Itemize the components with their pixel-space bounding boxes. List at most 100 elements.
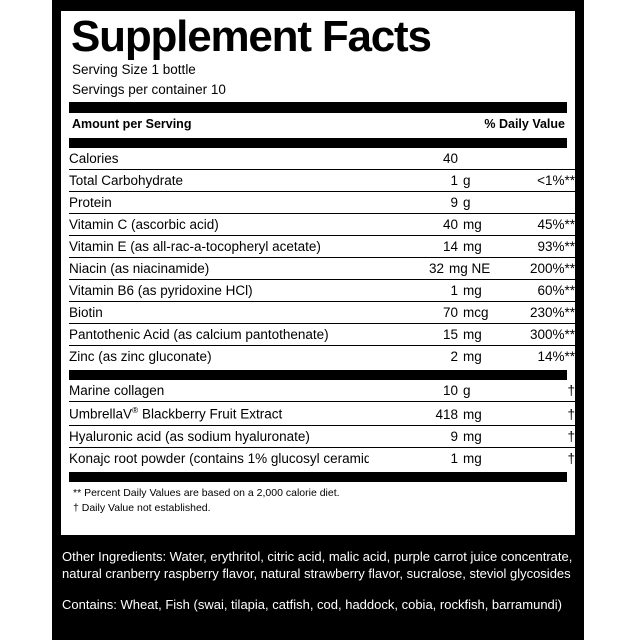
amount-unit: mg <box>463 406 482 422</box>
table-row: Calories 40 <box>69 148 575 171</box>
footnote-dagger: † Daily Value not established. <box>73 501 211 514</box>
daily-value: <1%** <box>501 169 575 193</box>
bottom-text-block: Other Ingredients: Water, erythritol, ci… <box>62 548 574 613</box>
blend-table: Marine collagen 10 g † UmbrellaV® Blackberry… <box>69 380 575 469</box>
daily-value: † <box>501 401 575 426</box>
nutrient-name: Vitamin C (ascorbic acid) <box>69 213 369 237</box>
table-row: UmbrellaV® Blackberry Fruit Extract 418 mg… <box>69 401 575 426</box>
amount-value: 10 <box>442 383 458 399</box>
blend-table-body: Marine collagen 10 g † UmbrellaV® Blackberry… <box>69 380 575 469</box>
divider-bar-top <box>69 102 567 114</box>
nutrient-name: Biotin <box>69 301 369 325</box>
daily-value: † <box>501 380 575 403</box>
table-row: Vitamin E (as all-rac-a-tocopheryl aceta… <box>69 235 575 259</box>
nutrient-amount: 1 mg <box>369 279 501 303</box>
table-row: Marine collagen 10 g † <box>69 380 575 403</box>
amount-value: 9 <box>450 195 458 211</box>
footnote-percent-dv: ** Percent Daily Values are based on a 2… <box>73 486 340 499</box>
daily-value: 45%** <box>501 213 575 237</box>
amount-unit: mg <box>463 428 482 444</box>
registered-trademark-icon: ® <box>132 405 139 416</box>
divider-bar-blend <box>69 370 567 381</box>
table-row: Hyaluronic acid (as sodium hyaluronate) 9… <box>69 425 575 448</box>
nutrient-amount: 40 mg <box>369 213 501 237</box>
nutrient-amount: 2 mg <box>369 346 501 368</box>
table-row: Biotin 70 mcg 230%** <box>69 301 575 325</box>
column-headers: Amount per Serving % Daily Value <box>69 113 567 135</box>
daily-value <box>501 148 575 171</box>
nutrient-amount: 32 mg NE <box>369 257 501 281</box>
nutrient-amount: 1 mg <box>369 447 501 469</box>
nutrient-name: UmbrellaV® Blackberry Fruit Extract <box>69 401 369 426</box>
amount-unit: mg NE <box>449 261 491 277</box>
table-row: Konajc root powder (contains 1% glucosyl… <box>69 447 575 469</box>
table-row: Zinc (as zinc gluconate) 2 mg 14%** <box>69 346 575 368</box>
amount-unit: g <box>463 173 471 189</box>
daily-value: 14%** <box>537 349 575 365</box>
divider-bar-under-headers <box>69 138 567 149</box>
daily-value: † <box>501 425 575 448</box>
table-row: Vitamin B6 (as pyridoxine HCl) 1 mg 60%** <box>69 279 575 303</box>
amount-per-serving-header: Amount per Serving <box>72 117 192 132</box>
nutrients-table: Calories 40 Total Carbohydrate 1 g <1%** Prote… <box>69 148 575 367</box>
contains-allergens-text: Contains: Wheat, Fish (swai, tilapia, ca… <box>62 597 562 613</box>
daily-value: 200%** <box>501 257 575 281</box>
nutrient-amount: 40 <box>369 148 501 171</box>
nutrient-amount: 9 mg <box>369 425 501 448</box>
other-ingredients-text: Other Ingredients: Water, erythritol, ci… <box>62 549 573 582</box>
amount-value: 1 <box>450 283 458 299</box>
nutrient-name: Hyaluronic acid (as sodium hyaluronate) <box>69 425 369 448</box>
amount-value: 9 <box>450 428 458 444</box>
page-title: Supplement Facts <box>71 12 432 61</box>
nutrient-name: Protein <box>69 191 369 215</box>
amount-unit: g <box>463 195 471 211</box>
nutrient-amount: 418 mg <box>369 401 501 426</box>
nutrient-name: Zinc (as zinc gluconate) <box>69 349 212 365</box>
amount-unit: mg <box>463 450 482 466</box>
table-row: Pantothenic Acid (as calcium pantothenat… <box>69 323 575 347</box>
servings-per-container-text: Servings per container 10 <box>72 81 226 97</box>
table-row: Vitamin C (ascorbic acid) 40 mg 45%** <box>69 213 575 237</box>
supplement-facts-panel: Supplement Facts Serving Size 1 bottle S… <box>58 8 578 538</box>
nutrients-table-body: Calories 40 Total Carbohydrate 1 g <1%** Prote… <box>69 148 575 367</box>
serving-size-text: Serving Size 1 bottle <box>72 62 196 78</box>
amount-unit: mg <box>463 283 482 299</box>
amount-unit: mg <box>463 327 482 343</box>
amount-unit: mcg <box>463 305 489 321</box>
amount-unit: mg <box>463 239 482 255</box>
divider-bar-footnotes <box>69 471 567 482</box>
nutrient-name: Vitamin E (as all-rac-a-tocopheryl aceta… <box>69 235 369 259</box>
nutrient-name: Konajc root powder (contains 1% glucosyl… <box>69 450 369 466</box>
nutrient-name: Marine collagen <box>69 380 369 403</box>
nutrient-name: Pantothenic Acid (as calcium pantothenat… <box>69 323 369 347</box>
daily-value: † <box>567 450 575 466</box>
amount-value: 40 <box>442 151 458 167</box>
amount-unit: mg <box>463 349 482 365</box>
nutrient-name: Vitamin B6 (as pyridoxine HCl) <box>69 279 369 303</box>
nutrient-amount: 14 mg <box>369 235 501 259</box>
amount-value: 1 <box>450 173 458 189</box>
amount-value: 1 <box>450 450 458 466</box>
daily-value-header: % Daily Value <box>484 117 565 132</box>
table-row: Niacin (as niacinamide) 32 mg NE 200%** <box>69 257 575 281</box>
daily-value: 230%** <box>501 301 575 325</box>
amount-value: 40 <box>442 217 458 233</box>
table-row: Total Carbohydrate 1 g <1%** <box>69 169 575 193</box>
amount-value: 418 <box>435 406 458 422</box>
nutrient-amount: 10 g <box>369 380 501 403</box>
nutrient-amount: 70 mcg <box>369 301 501 325</box>
daily-value: 300%** <box>501 323 575 347</box>
table-row: Protein 9 g <box>69 191 575 215</box>
daily-value: 60%** <box>501 279 575 303</box>
daily-value: 93%** <box>501 235 575 259</box>
daily-value <box>501 191 575 215</box>
amount-value: 32 <box>428 261 444 277</box>
amount-value: 70 <box>442 305 458 321</box>
footnotes: ** Percent Daily Values are based on a 2… <box>69 482 567 519</box>
amount-unit: g <box>463 383 471 399</box>
amount-value: 14 <box>442 239 458 255</box>
nutrient-amount: 15 mg <box>369 323 501 347</box>
